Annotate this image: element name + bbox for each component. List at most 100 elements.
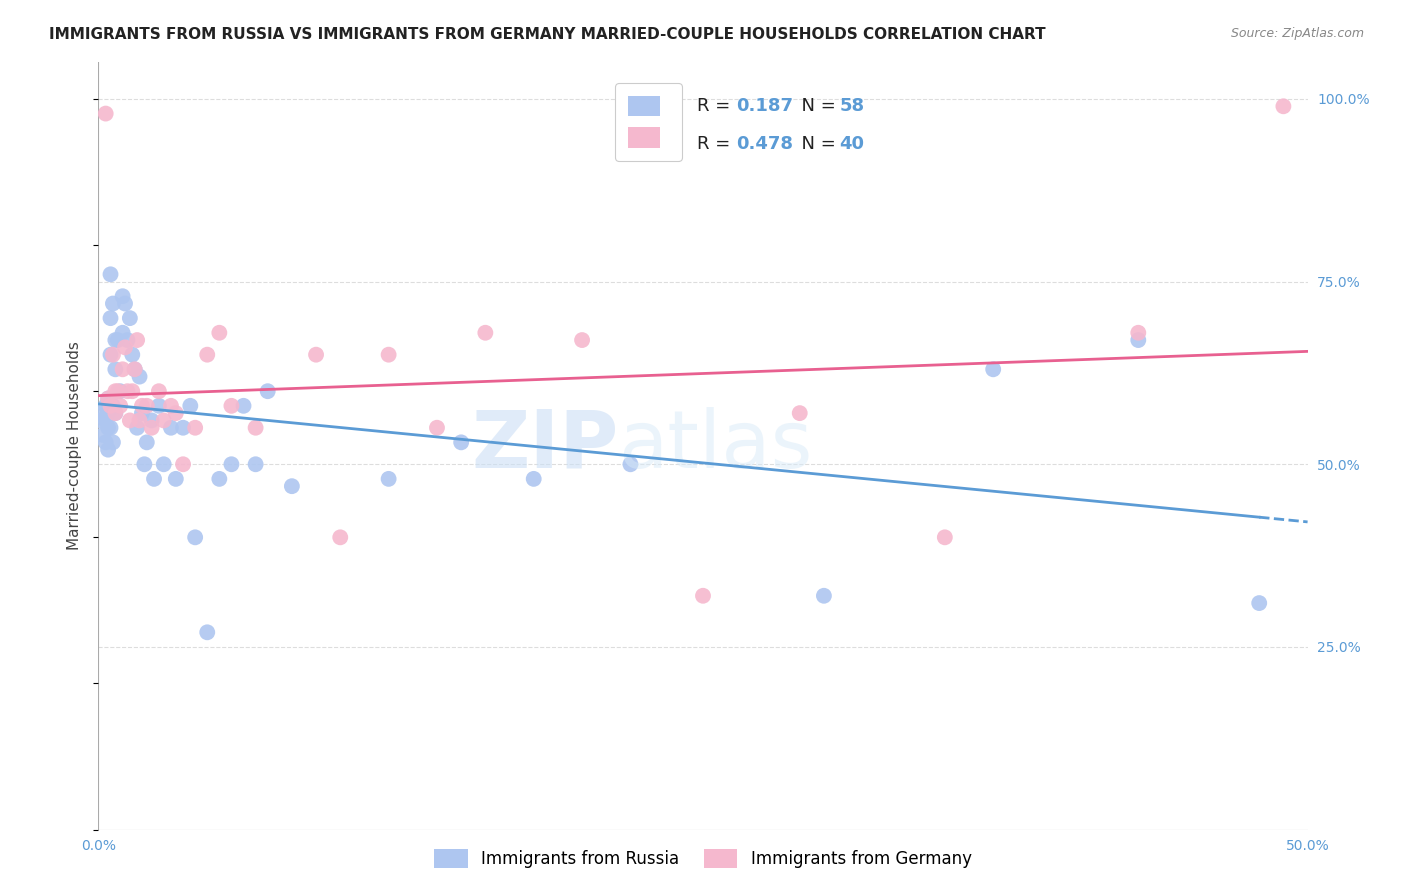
- Point: [108, 384, 131, 399]
- Point: [121, 348, 143, 362]
- Point: [165, 472, 187, 486]
- Point: [813, 589, 835, 603]
- Point: [1128, 326, 1150, 340]
- Text: N =: N =: [790, 97, 842, 115]
- Point: [141, 421, 163, 435]
- Point: [101, 435, 124, 450]
- Point: [118, 311, 141, 326]
- Point: [97, 392, 120, 406]
- Point: [135, 435, 157, 450]
- Point: [94, 435, 117, 450]
- Point: [131, 399, 153, 413]
- Point: [152, 457, 174, 471]
- Point: [100, 399, 122, 413]
- Point: [281, 479, 304, 493]
- Point: [329, 530, 352, 544]
- Point: [1128, 333, 1150, 347]
- Point: [377, 472, 399, 486]
- Text: atlas: atlas: [619, 407, 813, 485]
- Point: [111, 289, 134, 303]
- Point: [94, 413, 117, 427]
- Point: [184, 421, 207, 435]
- Point: [1249, 596, 1271, 610]
- Point: [94, 399, 117, 413]
- Point: [121, 384, 143, 399]
- Text: R =: R =: [697, 97, 735, 115]
- Point: [97, 421, 120, 435]
- Point: [160, 421, 183, 435]
- Point: [221, 399, 243, 413]
- Point: [107, 384, 129, 399]
- Point: [934, 530, 956, 544]
- Point: [128, 369, 150, 384]
- Point: [179, 399, 201, 413]
- Text: R =: R =: [697, 136, 735, 153]
- Point: [104, 406, 127, 420]
- Point: [128, 413, 150, 427]
- Point: [160, 399, 183, 413]
- Point: [124, 362, 146, 376]
- Point: [981, 362, 1004, 376]
- Point: [450, 435, 472, 450]
- Point: [100, 268, 122, 282]
- Point: [148, 384, 170, 399]
- Text: 40: 40: [839, 136, 865, 153]
- Point: [134, 457, 156, 471]
- Point: [104, 406, 127, 420]
- Point: [90, 413, 112, 427]
- Point: [127, 421, 149, 435]
- Point: [474, 326, 496, 340]
- Point: [97, 442, 120, 457]
- Point: [184, 530, 207, 544]
- Point: [101, 399, 124, 413]
- Point: [172, 457, 194, 471]
- Point: [789, 406, 811, 420]
- Point: [107, 333, 129, 347]
- Point: [108, 399, 131, 413]
- Point: [152, 413, 174, 427]
- Point: [377, 348, 399, 362]
- Point: [111, 362, 134, 376]
- Point: [148, 399, 170, 413]
- Point: [256, 384, 278, 399]
- Point: [117, 384, 139, 399]
- Point: [124, 362, 146, 376]
- Point: [143, 472, 166, 486]
- Point: [101, 348, 124, 362]
- Point: [1272, 99, 1295, 113]
- Point: [165, 406, 187, 420]
- Text: 0.187: 0.187: [735, 97, 793, 115]
- Point: [232, 399, 254, 413]
- Point: [245, 457, 267, 471]
- Point: [114, 296, 136, 310]
- Point: [100, 421, 122, 435]
- Point: [245, 421, 267, 435]
- Point: [426, 421, 449, 435]
- Point: [195, 348, 218, 362]
- Point: [97, 392, 120, 406]
- Point: [101, 296, 124, 310]
- Point: [523, 472, 546, 486]
- Point: [208, 326, 231, 340]
- Text: IMMIGRANTS FROM RUSSIA VS IMMIGRANTS FROM GERMANY MARRIED-COUPLE HOUSEHOLDS CORR: IMMIGRANTS FROM RUSSIA VS IMMIGRANTS FRO…: [49, 27, 1046, 42]
- Point: [208, 472, 231, 486]
- Point: [195, 625, 218, 640]
- Point: [141, 413, 163, 427]
- Point: [111, 326, 134, 340]
- Legend: Immigrants from Russia, Immigrants from Germany: Immigrants from Russia, Immigrants from …: [427, 842, 979, 875]
- Text: 0.478: 0.478: [735, 136, 793, 153]
- Point: [91, 428, 114, 442]
- Point: [97, 406, 120, 420]
- Point: [114, 340, 136, 354]
- Point: [104, 384, 127, 399]
- Text: ZIP: ZIP: [471, 407, 619, 485]
- Point: [91, 406, 114, 420]
- Y-axis label: Married-couple Households: Married-couple Households: [67, 342, 83, 550]
- Point: [692, 589, 714, 603]
- Point: [104, 333, 127, 347]
- Point: [100, 348, 122, 362]
- Point: [221, 457, 243, 471]
- Point: [172, 421, 194, 435]
- Point: [117, 333, 139, 347]
- Point: [104, 362, 127, 376]
